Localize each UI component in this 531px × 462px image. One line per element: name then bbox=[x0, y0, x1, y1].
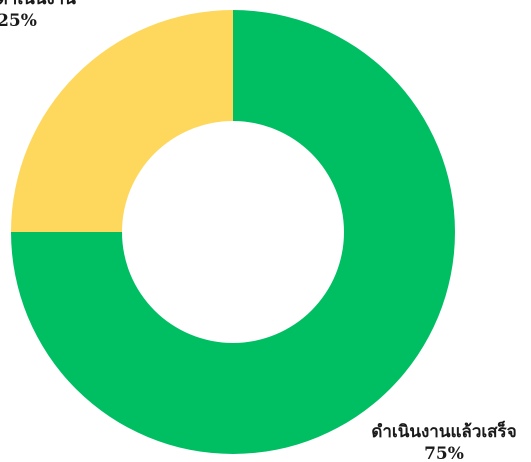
donut-segment bbox=[11, 10, 233, 232]
segment-label: กำลังดำเนินงาน bbox=[0, 0, 76, 9]
donut-segment bbox=[11, 10, 455, 454]
segment-label: ดำเนินงานแล้วเสร็จ bbox=[371, 419, 516, 442]
segment-value-label: 75% bbox=[424, 444, 464, 462]
segment-value-label: 25% bbox=[0, 11, 37, 31]
